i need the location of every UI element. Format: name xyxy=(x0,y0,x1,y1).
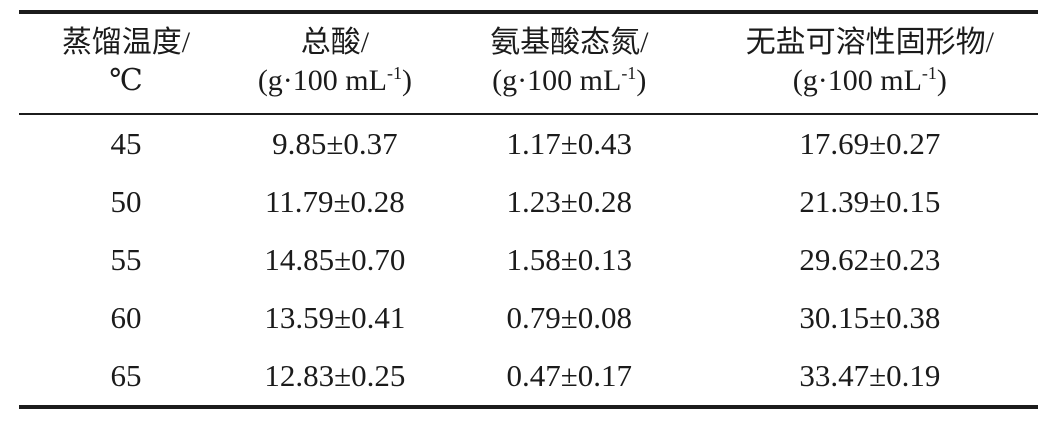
column-header-unit: (g·100 mL-1) xyxy=(792,62,947,97)
table-cell: 55 xyxy=(110,242,142,277)
unit-exponent: -1 xyxy=(386,62,402,83)
table-body: 45 9.85±0.37 1.17±0.43 17.69±0.27 50 11.79±0.… xyxy=(19,114,1038,407)
column-header-unit: (g·100 mL-1) xyxy=(257,62,412,97)
column-header-unit: ℃ xyxy=(109,63,143,97)
table-cell: 12.83±0.25 xyxy=(264,358,406,393)
table-cell: 60 xyxy=(110,300,142,335)
table-cell: 0.47±0.17 xyxy=(506,358,632,393)
column-header-title: 总酸/ xyxy=(300,25,370,59)
table-cell: 11.79±0.28 xyxy=(264,184,405,219)
table-cell: 14.85±0.70 xyxy=(264,242,406,277)
column-header-title: 无盐可溶性固形物/ xyxy=(745,25,995,59)
table-cell: 30.15±0.38 xyxy=(799,300,941,335)
column-header-title: 蒸馏温度/ xyxy=(61,25,191,59)
table-cell: 1.17±0.43 xyxy=(506,126,632,161)
table-row-2: 50 11.79±0.28 1.23±0.28 21.39±0.15 xyxy=(19,173,1038,231)
table-cell: 45 xyxy=(110,126,142,161)
table-cell: 13.59±0.41 xyxy=(264,300,406,335)
table-header-row: 蒸馏温度/℃ 总酸/(g·100 mL-1) 氨基酸态氮/(g·100 mL-1) 无… xyxy=(19,12,1038,114)
table-row-4: 60 13.59±0.41 0.79±0.08 30.15±0.38 xyxy=(19,289,1038,347)
table-row-5: 65 12.83±0.25 0.47±0.17 33.47±0.19 xyxy=(19,347,1038,407)
column-header-3: 氨基酸态氮/(g·100 mL-1) xyxy=(437,12,702,114)
table-cell: 33.47±0.19 xyxy=(799,358,941,393)
column-header-4: 无盐可溶性固形物/(g·100 mL-1) xyxy=(702,12,1038,114)
unit-exponent: -1 xyxy=(621,62,637,83)
paper-table-container: 蒸馏温度/℃ 总酸/(g·100 mL-1) 氨基酸态氮/(g·100 mL-1) 无… xyxy=(19,10,1038,409)
column-header-unit: (g·100 mL-1) xyxy=(492,62,647,97)
column-header-2: 总酸/(g·100 mL-1) xyxy=(233,12,437,114)
table-cell: 65 xyxy=(110,358,142,393)
table-row-3: 55 14.85±0.70 1.58±0.13 29.62±0.23 xyxy=(19,231,1038,289)
table-cell: 50 xyxy=(110,184,142,219)
table-cell: 1.58±0.13 xyxy=(506,242,632,277)
table-cell: 0.79±0.08 xyxy=(506,300,632,335)
unit-exponent: -1 xyxy=(921,62,937,83)
table-cell: 9.85±0.37 xyxy=(272,126,398,161)
column-header-1: 蒸馏温度/ ℃ xyxy=(19,12,233,114)
table-header: 蒸馏温度/℃ 总酸/(g·100 mL-1) 氨基酸态氮/(g·100 mL-1) 无… xyxy=(19,12,1038,114)
column-header-title: 氨基酸态氮/ xyxy=(490,25,649,59)
table-cell: 21.39±0.15 xyxy=(799,184,941,219)
table-cell: 29.62±0.23 xyxy=(799,242,941,277)
results-table: 蒸馏温度/℃ 总酸/(g·100 mL-1) 氨基酸态氮/(g·100 mL-1) 无… xyxy=(19,10,1038,409)
table-cell: 17.69±0.27 xyxy=(799,126,941,161)
table-cell: 1.23±0.28 xyxy=(506,184,632,219)
table-row-1: 45 9.85±0.37 1.17±0.43 17.69±0.27 xyxy=(19,114,1038,173)
